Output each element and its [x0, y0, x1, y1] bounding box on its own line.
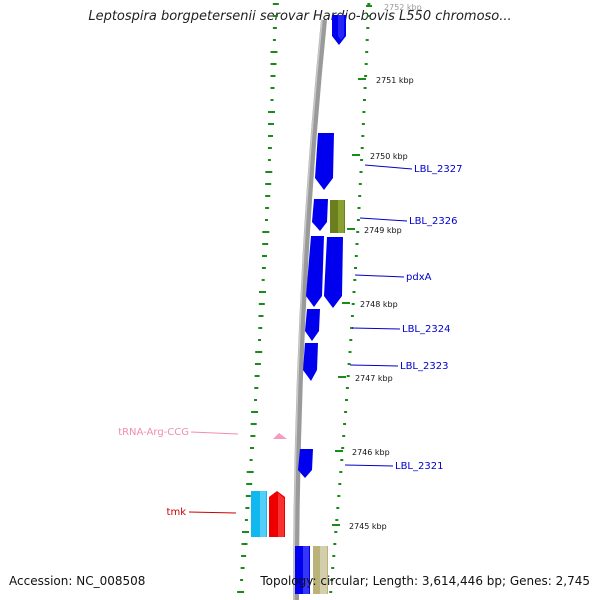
genome-summary: Topology: circular; Length: 3,614,446 bp…	[260, 574, 590, 588]
tick-label: 2751 kbp	[376, 76, 414, 85]
label-lbl-2323[interactable]: LBL_2323	[349, 361, 448, 372]
accession-label: Accession: NC_008508	[9, 574, 146, 588]
feature-label: LBL_2321	[395, 461, 443, 472]
feature-trna-arg-ccg[interactable]	[273, 433, 287, 439]
label-lbl-2321[interactable]: LBL_2321	[344, 461, 443, 472]
tick-label: 2749 kbp	[364, 226, 402, 235]
tick-label: 2747 kbp	[355, 374, 393, 383]
feature-label: tmk	[167, 507, 187, 518]
chromosome-backbone	[293, 19, 327, 600]
label-pdxa[interactable]: pdxA	[354, 272, 432, 283]
tick-label: 2750 kbp	[370, 152, 408, 161]
feature-tmk[interactable]	[251, 491, 285, 537]
tick-label: 2748 kbp	[360, 300, 398, 309]
label-lbl-2327[interactable]: LBL_2327	[364, 164, 462, 175]
feature-label: LBL_2323	[400, 361, 448, 372]
gc-content-ring-left	[237, 3, 279, 593]
label-lbl-2326[interactable]: LBL_2326	[359, 216, 457, 227]
tick-2751: 2751 kbp	[358, 76, 414, 85]
feature-label: LBL_2326	[409, 216, 457, 227]
feature-label: tRNA-Arg-CCG	[118, 427, 189, 438]
tick-label: 2745 kbp	[349, 522, 387, 531]
tick-label: 2746 kbp	[352, 448, 390, 457]
tick-2749: 2749 kbp	[347, 226, 402, 235]
tick-2745: 2745 kbp	[332, 522, 387, 531]
gc-content-ring-right	[329, 3, 371, 593]
feature-lbl-2324[interactable]	[305, 309, 320, 341]
feature-lbl-2323[interactable]	[303, 343, 318, 381]
label-lbl-2324[interactable]: LBL_2324	[351, 324, 450, 335]
tick-2750: 2750 kbp	[352, 152, 408, 161]
feature-cds-bottom[interactable]	[295, 546, 328, 594]
feature-label: LBL_2324	[402, 324, 450, 335]
feature-lbl-2321[interactable]	[298, 449, 313, 478]
feature-pdxa[interactable]	[306, 236, 343, 308]
tick-2746: 2746 kbp	[335, 448, 390, 457]
map-title: Leptospira borgpetersenii serovar Hardjo…	[88, 9, 512, 24]
label-trna-arg-ccg[interactable]: tRNA-Arg-CCG	[118, 427, 239, 438]
tick-2748: 2748 kbp	[342, 300, 398, 309]
feature-label: LBL_2327	[414, 164, 462, 175]
tick-2747: 2747 kbp	[338, 374, 393, 383]
tick-2752: 2752 kbp	[366, 3, 422, 12]
chromosome-backbone-highlight	[293, 19, 323, 600]
feature-lbl-2327[interactable]	[315, 133, 334, 190]
tick-label: 2752 kbp	[384, 3, 422, 12]
feature-cds-top[interactable]	[332, 15, 346, 45]
feature-label: pdxA	[406, 272, 432, 283]
label-tmk[interactable]: tmk	[167, 507, 237, 518]
feature-lbl-2326[interactable]	[312, 199, 345, 233]
